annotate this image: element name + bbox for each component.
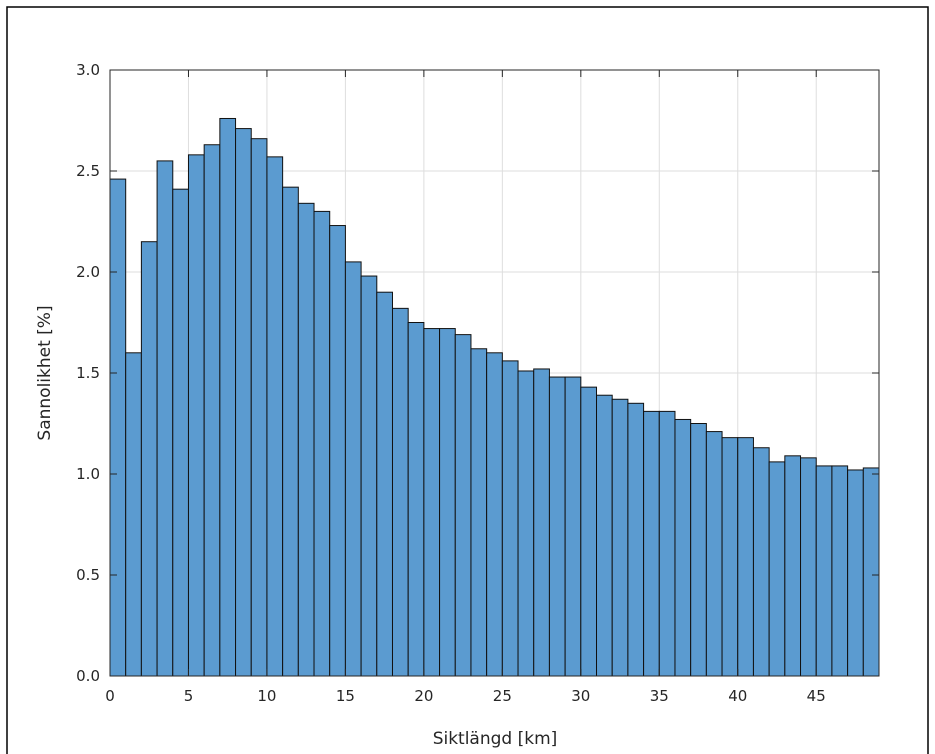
histogram-bar — [737, 437, 754, 677]
histogram-bar — [548, 376, 566, 677]
histogram-bar — [674, 418, 692, 677]
histogram-bar — [297, 202, 315, 677]
x-tick-label: 35 — [650, 687, 669, 705]
y-tick-label: 0.5 — [76, 566, 100, 584]
histogram-bar — [391, 307, 409, 677]
histogram-bar — [187, 154, 205, 677]
histogram-bar — [454, 334, 472, 677]
histogram-bar — [658, 410, 676, 677]
histogram-bar — [580, 386, 598, 677]
histogram-bar — [501, 360, 519, 677]
x-tick-label: 0 — [105, 687, 115, 705]
y-tick-label: 1.0 — [76, 465, 100, 483]
histogram-bar — [564, 376, 582, 677]
histogram-bar — [439, 328, 456, 677]
histogram-bar — [768, 461, 786, 677]
y-tick-label: 3.0 — [76, 61, 100, 79]
histogram-bar — [800, 457, 817, 677]
histogram-bar — [815, 465, 833, 677]
histogram-bar — [517, 370, 535, 677]
histogram-bar — [156, 160, 174, 677]
histogram-bar — [862, 467, 880, 677]
x-tick-label: 45 — [807, 687, 826, 705]
axes — [109, 69, 880, 677]
histogram-bar — [282, 186, 299, 677]
histogram-bar — [329, 225, 346, 677]
y-tick-label: 1.5 — [76, 364, 100, 382]
histogram-bar — [784, 455, 802, 677]
histogram-bar — [235, 128, 252, 677]
histogram-bar — [172, 188, 189, 677]
x-tick-label: 5 — [184, 687, 194, 705]
histogram-bar — [847, 469, 864, 677]
histogram-bar — [203, 144, 221, 677]
x-tick-label: 10 — [257, 687, 276, 705]
histogram-bar — [533, 368, 550, 677]
histogram-bar — [690, 423, 707, 677]
histogram-bar — [470, 348, 488, 677]
x-tick-labels: 0 5 10 15 20 25 30 35 40 45 — [105, 687, 826, 705]
histogram-bar — [140, 241, 158, 677]
histogram-bar — [125, 352, 142, 677]
x-tick-label: 20 — [414, 687, 433, 705]
histogram-bar — [109, 178, 127, 677]
histogram-bar — [313, 210, 331, 677]
y-tick-labels: 0.0 0.5 1.0 1.5 2.0 2.5 3.0 — [76, 61, 100, 685]
histogram-bar — [219, 117, 237, 677]
histogram-bar — [611, 398, 629, 677]
x-tick-label: 25 — [493, 687, 512, 705]
histogram-bar — [643, 410, 660, 677]
histogram-bar — [266, 156, 284, 677]
y-axis-label: Sannolikhet [%] — [35, 305, 55, 440]
x-tick-label: 15 — [336, 687, 355, 705]
histogram-bar — [627, 402, 645, 677]
y-tick-label: 0.0 — [76, 667, 100, 685]
histogram-bar — [831, 465, 849, 677]
histogram-bar — [486, 352, 503, 677]
histogram-bar — [360, 275, 378, 677]
x-tick-label: 30 — [571, 687, 590, 705]
histogram-bar — [423, 328, 441, 677]
x-tick-label: 40 — [728, 687, 747, 705]
histogram-bar — [721, 437, 739, 677]
histogram-bar — [752, 447, 770, 677]
y-tick-label: 2.0 — [76, 263, 100, 281]
histogram-bar — [344, 261, 362, 677]
y-tick-label: 2.5 — [76, 162, 100, 180]
histogram-bar — [705, 431, 723, 677]
histogram-bar — [407, 322, 425, 677]
x-axis-label: Siktlängd [km] — [433, 729, 558, 749]
histogram-bar — [376, 291, 393, 677]
histogram-bar — [596, 394, 613, 677]
histogram-bar — [250, 138, 268, 677]
